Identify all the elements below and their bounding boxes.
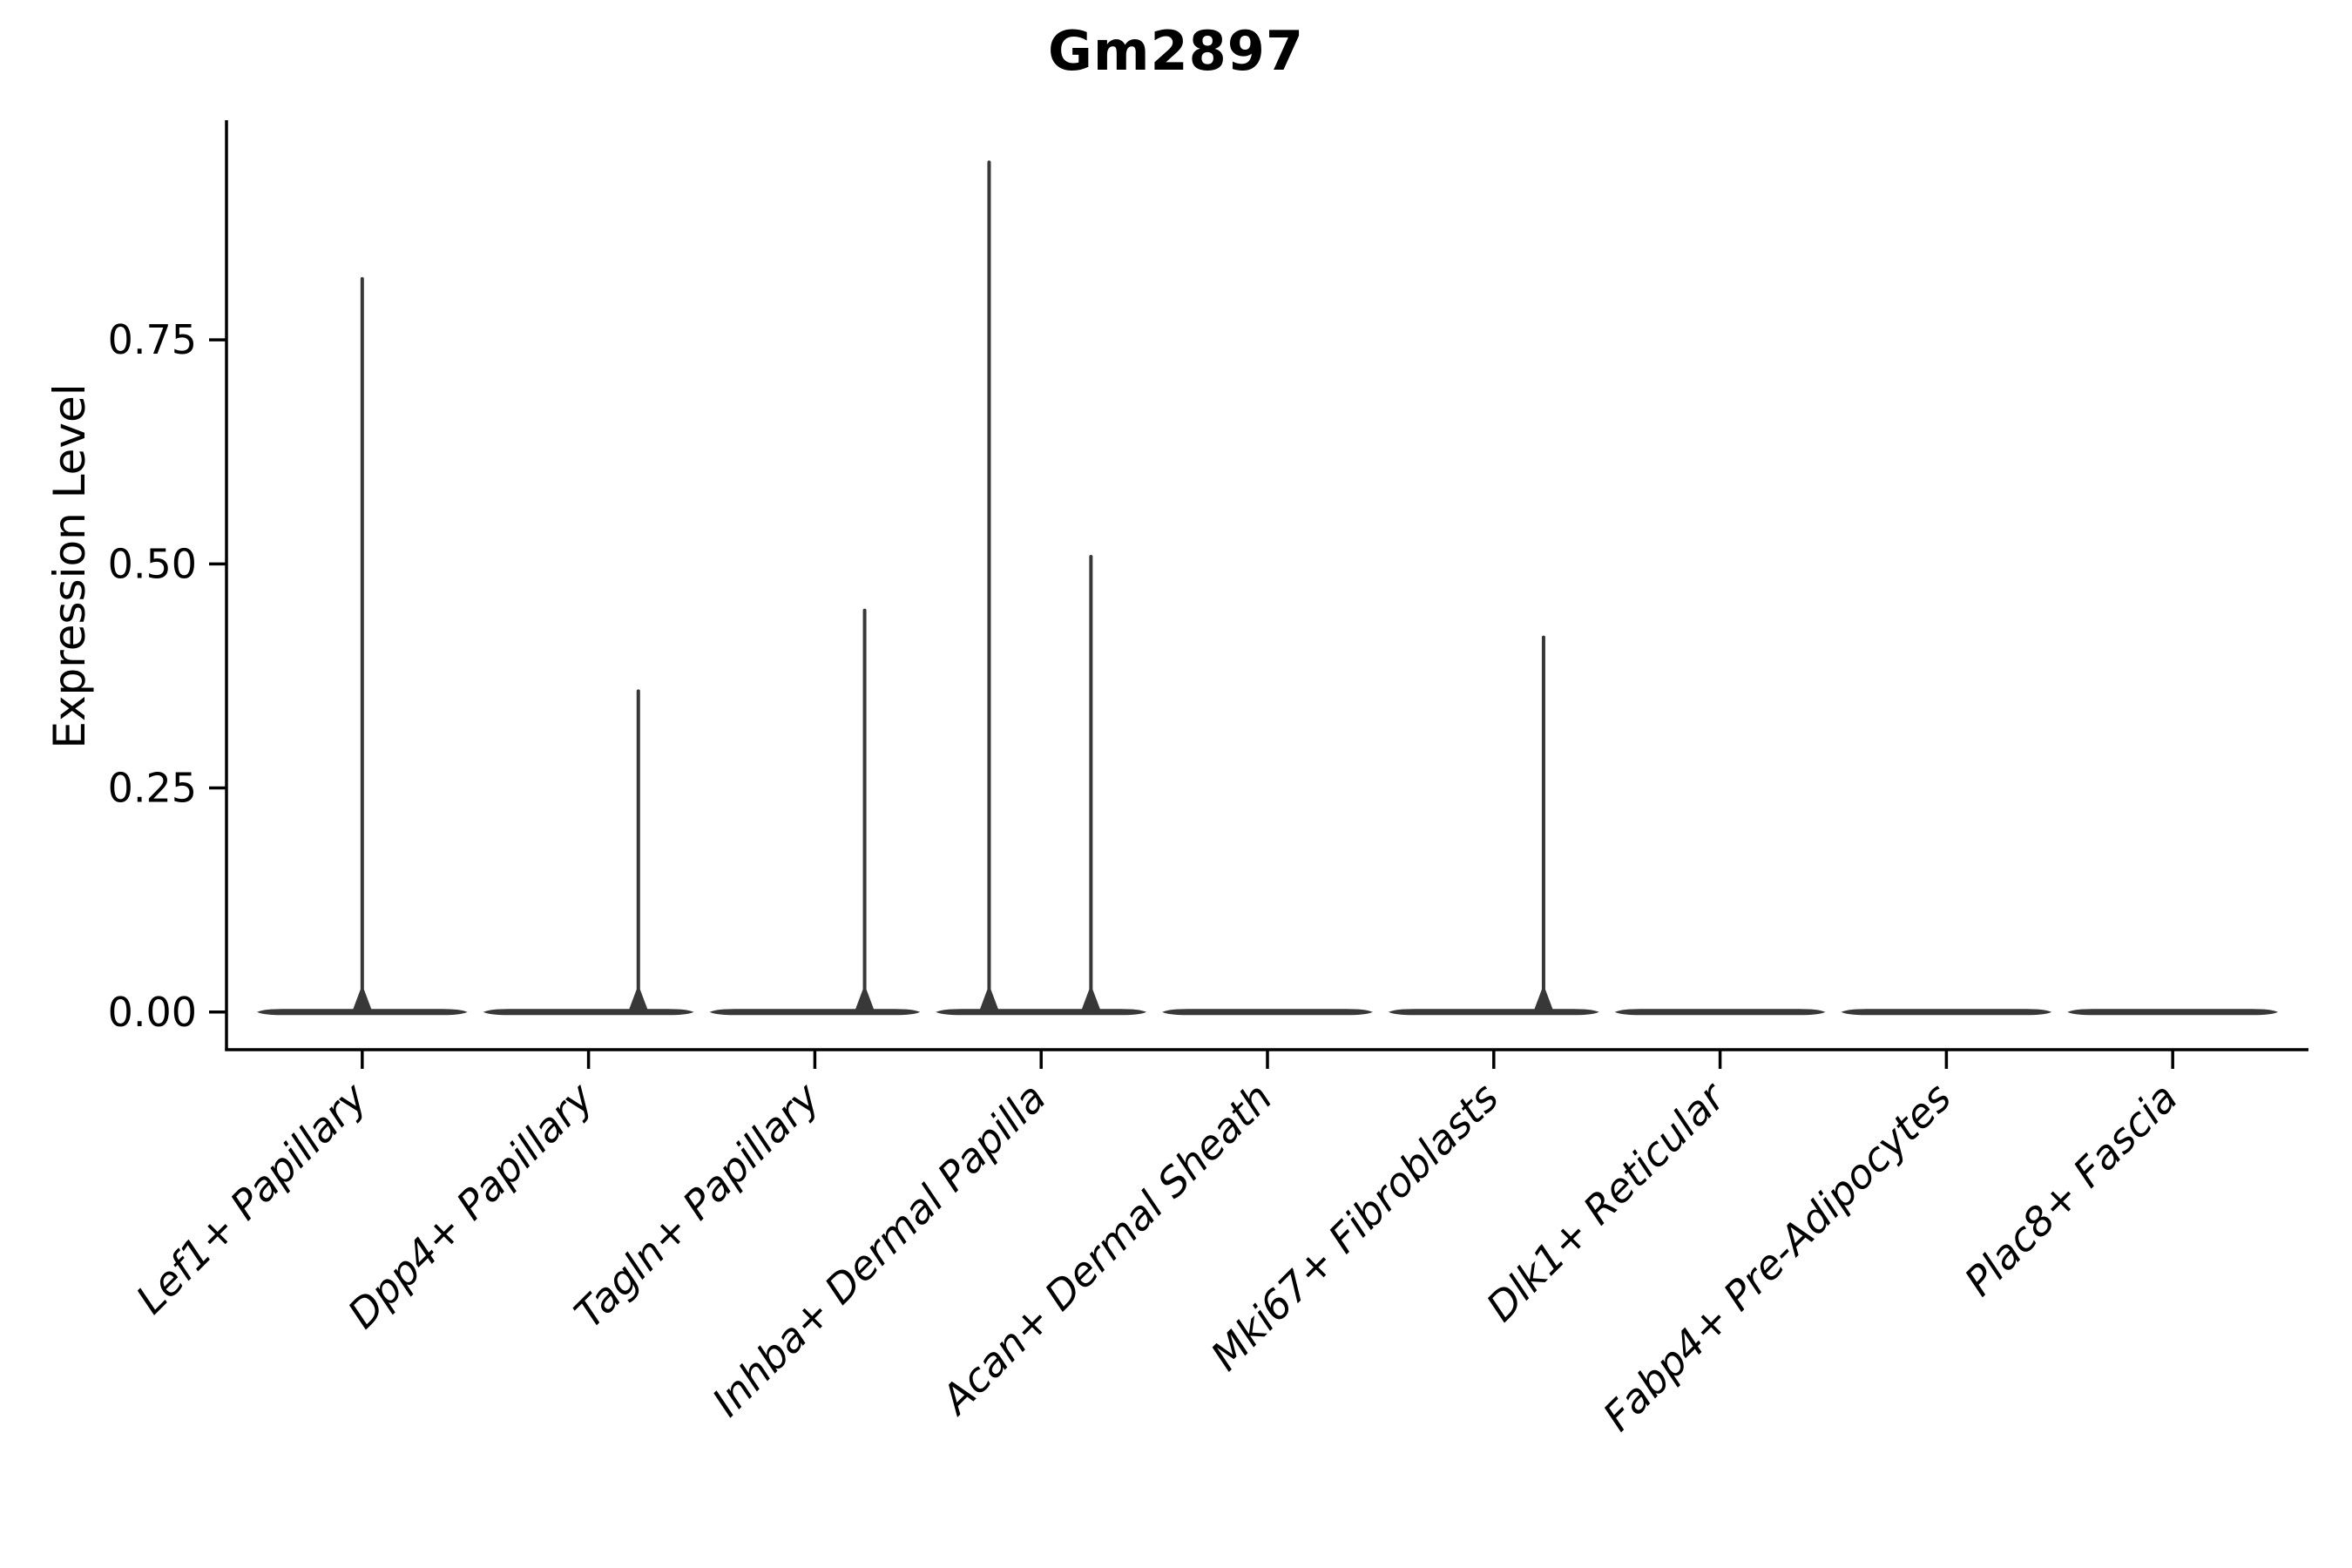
y-tick-label: 0.00 [108,989,197,1036]
violin-body [709,1009,921,1016]
y-tick-label: 0.50 [108,540,197,587]
violin-body [1614,1009,1826,1016]
violin-body [936,1009,1147,1016]
violin-spike [987,160,991,1012]
violin-spike-base [855,989,875,1010]
violin-spike-base [352,989,372,1010]
y-axis-label: Expression Level [44,383,95,749]
y-tick-label: 0.25 [108,765,197,812]
violin-spike [636,689,640,1012]
violin-body [1388,1009,1599,1016]
violin-body [1841,1009,2052,1016]
violin-body [1162,1009,1373,1016]
violin-body [2067,1009,2279,1016]
violin-spike-base [979,989,999,1010]
violin-spike-base [1533,989,1553,1010]
violin-spike-base [1081,989,1101,1010]
violin-spike-base [628,989,648,1010]
x-tick-label: Dlk1+ Reticular [1477,1071,1736,1330]
x-tick-label: Dpp4+ Papillary [339,1073,603,1337]
violin-spike [1541,635,1545,1012]
violin-body [483,1009,694,1016]
x-tick-label: Tagln+ Papillary [565,1073,829,1337]
violin-spike [360,277,364,1012]
violin-spike [1089,555,1093,1012]
chart-title: Gm2897 [1047,19,1305,83]
y-tick-label: 0.75 [108,316,197,363]
violin-spike [862,608,867,1012]
x-tick-label: Lef1+ Papillary [127,1073,376,1322]
x-tick-label: Plac8+ Fascia [1956,1074,2186,1305]
